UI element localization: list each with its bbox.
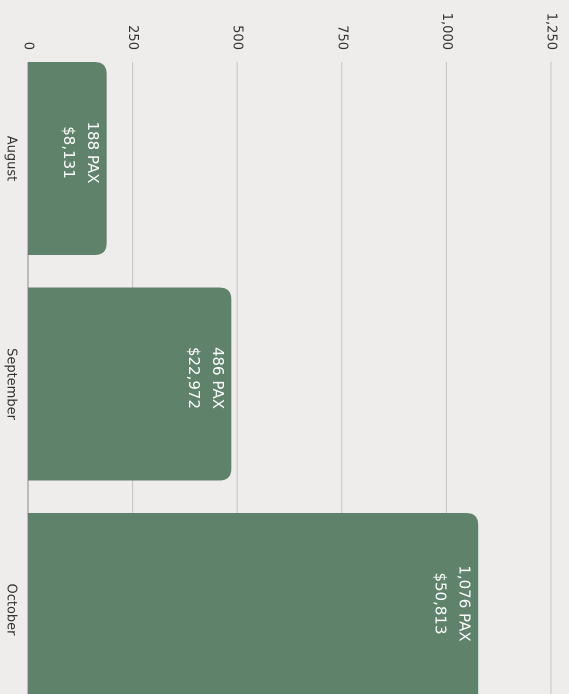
data-label: 486 PAX (209, 347, 227, 409)
bar (28, 62, 107, 255)
data-label-secondary: $8,131 (60, 126, 78, 179)
x-tick-label: 1,000 (439, 13, 454, 50)
y-tick-label: October (4, 583, 19, 636)
x-tick-label: 1,250 (544, 13, 559, 50)
y-tick-label: September (4, 348, 19, 421)
data-label: 1,076 PAX (456, 565, 474, 641)
data-label: 188 PAX (84, 121, 102, 183)
x-tick-label: 750 (334, 25, 349, 50)
x-tick-label: 0 (21, 42, 36, 50)
bar (28, 513, 479, 694)
data-label-secondary: $50,813 (432, 572, 450, 634)
y-tick-label: August (4, 136, 19, 182)
x-tick-label: 500 (230, 25, 245, 50)
x-tick-label: 250 (125, 25, 140, 50)
bar (28, 287, 232, 481)
data-label-secondary: $22,972 (185, 347, 203, 409)
